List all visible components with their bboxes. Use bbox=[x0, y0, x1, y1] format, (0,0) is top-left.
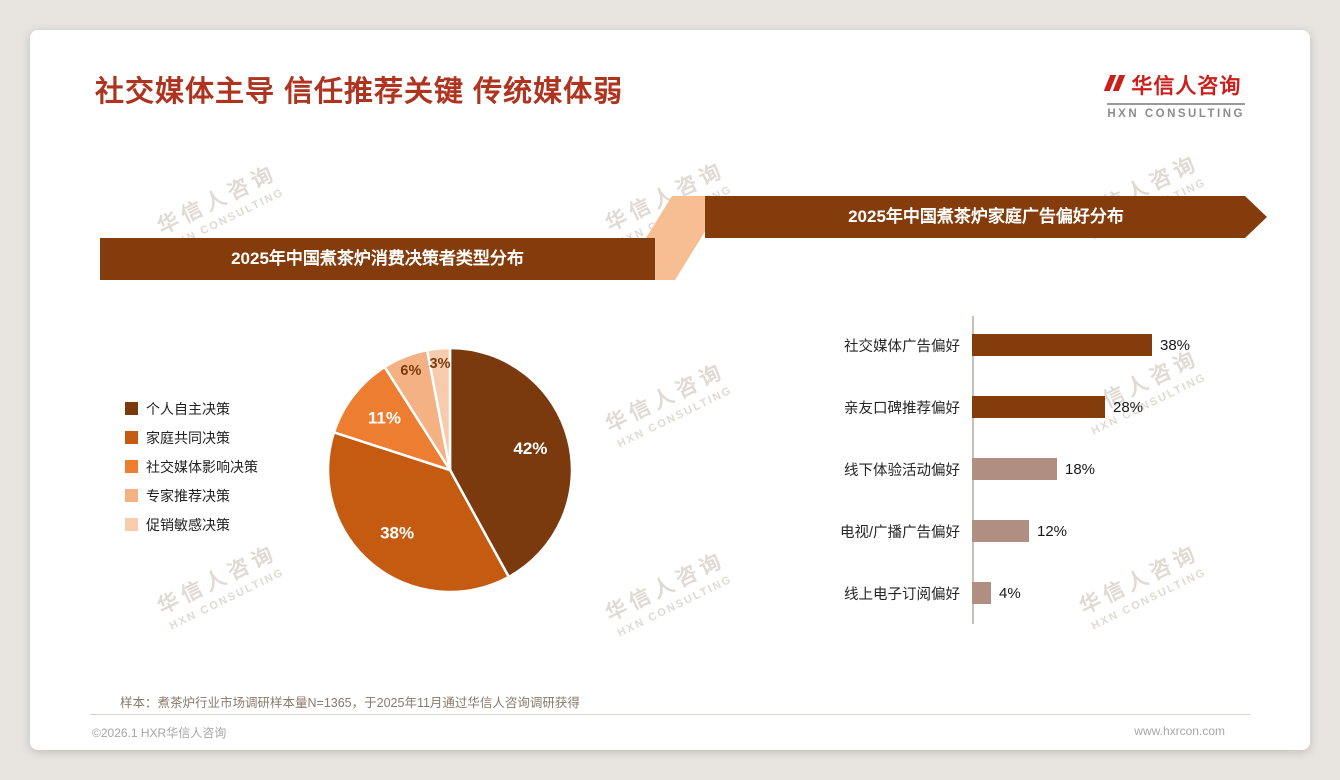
bar-fill bbox=[972, 396, 1105, 418]
logo-name: 华信人咨询 bbox=[1131, 75, 1242, 98]
legend-item: 家庭共同决策 bbox=[125, 429, 258, 447]
bar-chart-title-banner: 2025年中国煮茶炉家庭广告偏好分布 bbox=[705, 196, 1267, 238]
legend-label: 家庭共同决策 bbox=[146, 430, 230, 446]
pie-slice bbox=[448, 346, 574, 579]
pie-slice-label: 42% bbox=[513, 439, 547, 458]
legend-label: 促销敏感决策 bbox=[146, 517, 230, 533]
pie-chart-title-banner: 2025年中国煮茶炉消费决策者类型分布 bbox=[100, 238, 655, 280]
bar-category-label: 电视/广播广告偏好 bbox=[839, 524, 960, 541]
legend-color-swatch bbox=[125, 431, 138, 444]
bar-value-label: 4% bbox=[999, 584, 1021, 602]
bar-track: 4% bbox=[972, 582, 1280, 604]
bar-value-label: 18% bbox=[1065, 460, 1096, 478]
footer-divider bbox=[90, 714, 1250, 715]
page-title: 社交媒体主导 信任推荐关键 传统媒体弱 bbox=[95, 76, 624, 108]
legend-item: 社交媒体影响决策 bbox=[125, 458, 258, 476]
watermark-en: HXN CONSULTING bbox=[167, 566, 287, 633]
pie-chart-svg: 42% 38% 11% 6% 3% bbox=[326, 346, 574, 594]
pie-chart: 42% 38% 11% 6% 3% bbox=[300, 320, 600, 620]
bar-category-label: 线下体验活动偏好 bbox=[844, 462, 960, 479]
company-logo: 华信人咨询 HXN CONSULTING bbox=[1104, 70, 1245, 120]
bar-chart: 社交媒体广告偏好 38% 亲友口碑推荐偏好 28% 线下体验活动偏好 18% 电视/广播广告… bbox=[680, 314, 1280, 624]
legend-color-swatch bbox=[125, 460, 138, 473]
bar-value-label: 38% bbox=[1160, 336, 1191, 354]
bar-track: 18% bbox=[972, 458, 1280, 480]
pie-slice bbox=[425, 346, 452, 471]
bar-row: 社交媒体广告偏好 38% bbox=[680, 314, 1280, 376]
bar-fill bbox=[972, 458, 1057, 480]
watermark-cn: 华信人咨询 bbox=[154, 541, 282, 619]
bar-value-label: 28% bbox=[1113, 398, 1144, 416]
legend-color-swatch bbox=[125, 489, 138, 502]
legend-color-swatch bbox=[125, 402, 138, 415]
legend-label: 个人自主决策 bbox=[146, 401, 230, 417]
pie-slice-label: 3% bbox=[430, 356, 451, 372]
bar-row: 线上电子订阅偏好 4% bbox=[680, 562, 1280, 624]
bar-row: 电视/广播广告偏好 12% bbox=[680, 500, 1280, 562]
legend-color-swatch bbox=[125, 518, 138, 531]
watermark-cn: 华信人咨询 bbox=[154, 161, 282, 239]
legend-item: 个人自主决策 bbox=[125, 400, 258, 418]
bar-track: 12% bbox=[972, 520, 1280, 542]
pie-slice-label: 38% bbox=[380, 523, 414, 542]
pie-slice bbox=[326, 430, 511, 594]
logo-subtitle: HXN CONSULTING bbox=[1107, 103, 1245, 120]
footer-copyright: ©2026.1 HXR华信人咨询 bbox=[92, 726, 227, 740]
bar-category-label: 社交媒体广告偏好 bbox=[844, 338, 960, 355]
legend-item: 促销敏感决策 bbox=[125, 516, 258, 534]
pie-slice bbox=[332, 365, 453, 473]
bar-fill bbox=[972, 334, 1152, 356]
bar-fill bbox=[972, 520, 1029, 542]
bar-row: 线下体验活动偏好 18% bbox=[680, 438, 1280, 500]
legend-item: 专家推荐决策 bbox=[125, 487, 258, 505]
bar-category-label: 亲友口碑推荐偏好 bbox=[844, 400, 960, 417]
pie-slice-label: 6% bbox=[400, 363, 421, 379]
sample-footnote: 样本：煮茶炉行业市场调研样本量N=1365，于2025年11月通过华信人咨询调研… bbox=[120, 696, 580, 710]
pie-legend: 个人自主决策 家庭共同决策社交媒体影响决策 专家推荐决策 促销敏感决策 bbox=[125, 400, 258, 545]
pie-slice-label: 11% bbox=[368, 409, 401, 428]
legend-label: 专家推荐决策 bbox=[146, 488, 230, 504]
bar-category-label: 线上电子订阅偏好 bbox=[844, 586, 960, 603]
bar-value-label: 12% bbox=[1037, 522, 1068, 540]
bar-track: 28% bbox=[972, 396, 1280, 418]
logo-mark-icon bbox=[1104, 74, 1126, 96]
bar-fill bbox=[972, 582, 991, 604]
bar-row: 亲友口碑推荐偏好 28% bbox=[680, 376, 1280, 438]
bar-track: 38% bbox=[972, 334, 1280, 356]
footer-website: www.hxrcon.com bbox=[1134, 724, 1225, 738]
legend-label: 社交媒体影响决策 bbox=[146, 459, 258, 475]
